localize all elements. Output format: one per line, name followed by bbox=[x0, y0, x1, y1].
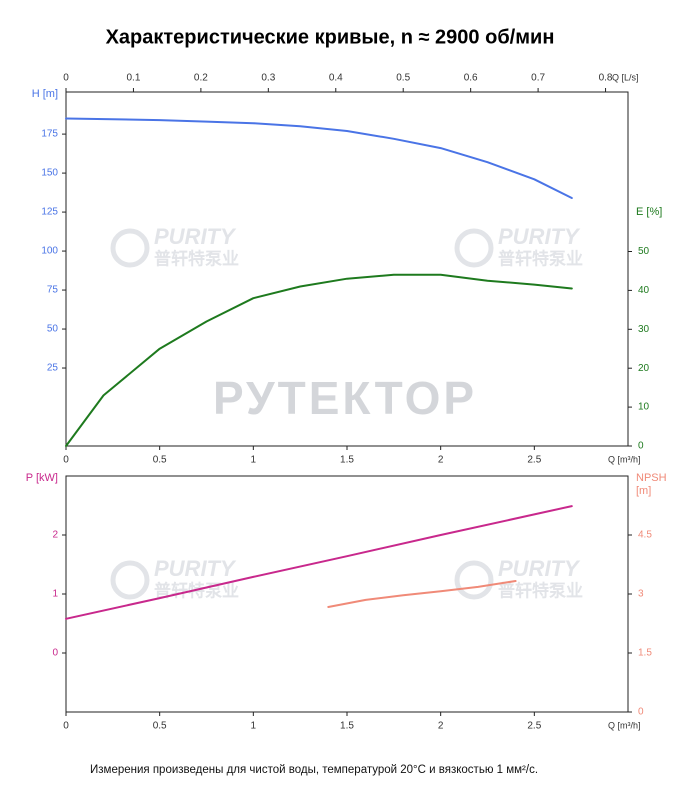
footnote: Измерения произведены для чистой воды, т… bbox=[90, 764, 538, 776]
x2-tick-label: 0.8 bbox=[599, 73, 613, 84]
y2-tick-label: 0 bbox=[638, 441, 644, 452]
x-tick-label: 2.5 bbox=[527, 721, 541, 732]
x2-tick-label: 0.6 bbox=[464, 73, 478, 84]
y2-tick-label: 10 bbox=[638, 402, 650, 413]
page-title: Характеристические кривые, n ≈ 2900 об/м… bbox=[106, 26, 555, 48]
x-tick-label: 0 bbox=[63, 721, 69, 732]
watermark-brand: PURITY bbox=[154, 224, 237, 249]
x-tick-label: 2 bbox=[438, 721, 444, 732]
x-tick-label: 1.5 bbox=[340, 721, 354, 732]
y-axis-label: P [kW] bbox=[26, 472, 58, 484]
x-tick-label: 1 bbox=[251, 455, 257, 466]
series-line bbox=[65, 273, 573, 447]
series-line bbox=[65, 117, 573, 199]
x-tick-label: 1 bbox=[251, 721, 257, 732]
y-tick-label: 150 bbox=[41, 168, 58, 179]
y2-tick-label: 0 bbox=[638, 707, 644, 718]
y-tick-label: 0 bbox=[52, 648, 58, 659]
y-tick-label: 125 bbox=[41, 207, 58, 218]
watermark-brand: PURITY bbox=[498, 556, 581, 581]
watermark-brand-cn: 普轩特泵业 bbox=[498, 248, 583, 268]
y-tick-label: 175 bbox=[41, 129, 58, 140]
watermark-logo bbox=[110, 228, 150, 268]
y2-tick-label: 1.5 bbox=[638, 648, 652, 659]
watermark-logo bbox=[454, 228, 494, 268]
watermarks: PURITY普轩特泵业PURITY普轩特泵业PURITY普轩特泵业PURITY普… bbox=[110, 224, 583, 600]
series-line bbox=[327, 580, 517, 608]
watermark-brand: PURITY bbox=[498, 224, 581, 249]
x-tick-label: 0.5 bbox=[153, 721, 167, 732]
x2-tick-label: 0.1 bbox=[126, 73, 140, 84]
x2-axis-label: Q [L/s] bbox=[612, 72, 639, 82]
y2-tick-label: 4.5 bbox=[638, 530, 652, 541]
x2-tick-label: 0.7 bbox=[531, 73, 545, 84]
watermark-brand-cn: 普轩特泵业 bbox=[154, 248, 239, 268]
y2-tick-label: 30 bbox=[638, 324, 650, 335]
y-axis-label: H [m] bbox=[32, 88, 58, 100]
y2-tick-label: 40 bbox=[638, 285, 650, 296]
y2-tick-label: 50 bbox=[638, 246, 650, 257]
x2-tick-label: 0.3 bbox=[261, 73, 275, 84]
y2-tick-label: 20 bbox=[638, 363, 650, 374]
watermark-logo bbox=[110, 560, 150, 600]
y-tick-label: 1 bbox=[52, 589, 58, 600]
x-tick-label: 2.5 bbox=[527, 455, 541, 466]
y-tick-label: 50 bbox=[47, 324, 59, 335]
x2-tick-label: 0.5 bbox=[396, 73, 410, 84]
x-tick-label: 0.5 bbox=[153, 455, 167, 466]
x-tick-label: 0 bbox=[63, 455, 69, 466]
watermark-brand: PURITY bbox=[154, 556, 237, 581]
y-tick-label: 75 bbox=[47, 285, 59, 296]
y2-axis-label: E [%] bbox=[636, 206, 662, 218]
y-tick-label: 100 bbox=[41, 246, 58, 257]
watermark-brand-cn: 普轩特泵业 bbox=[498, 580, 583, 600]
x2-tick-label: 0 bbox=[63, 73, 69, 84]
y-tick-label: 25 bbox=[47, 363, 59, 374]
x-tick-label: 1.5 bbox=[340, 455, 354, 466]
x-axis-label: Q [m³/h] bbox=[608, 720, 641, 730]
x-tick-label: 2 bbox=[438, 455, 444, 466]
x-axis-label: Q [m³/h] bbox=[608, 454, 641, 464]
watermark-main: РУТЕКТОР bbox=[213, 372, 477, 424]
watermark-logo bbox=[454, 560, 494, 600]
y-tick-label: 2 bbox=[52, 530, 58, 541]
series-line bbox=[65, 505, 573, 620]
y2-tick-label: 3 bbox=[638, 589, 644, 600]
x2-tick-label: 0.4 bbox=[329, 73, 343, 84]
y2-axis-label: NPSH [m] bbox=[636, 472, 667, 497]
x2-tick-label: 0.2 bbox=[194, 73, 208, 84]
